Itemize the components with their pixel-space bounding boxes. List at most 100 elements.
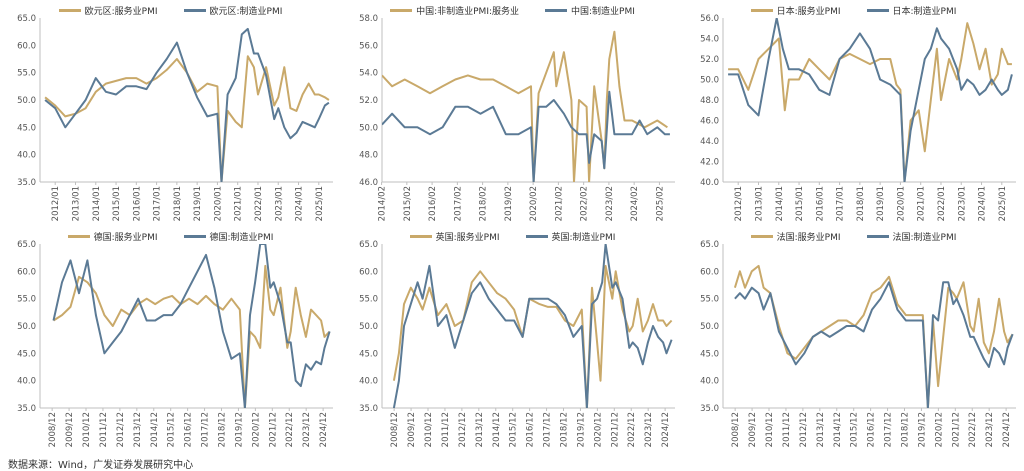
legend-swatch <box>750 8 773 12</box>
legend-item: 法国:制造业PMI <box>866 228 956 244</box>
x-tick-label: 2014/01 <box>775 186 785 221</box>
y-tick-label: 58.0 <box>359 14 378 24</box>
x-tick-label: 2022/01 <box>254 186 264 221</box>
legend-item: 日本:服务业PMI <box>750 2 841 18</box>
chart-svg: 46.0 48.0 50.0 52.0 54.0 56.0 58.0 2014/02 2015/… <box>359 14 675 221</box>
x-tick-label: 2021/12 <box>610 412 620 447</box>
x-tick-label: 2016/12 <box>184 412 194 447</box>
x-tick-label: 2012/12 <box>116 412 126 447</box>
x-tick-label: 2019/01 <box>876 186 886 221</box>
series-line <box>52 244 331 408</box>
series-line <box>44 55 330 182</box>
legend-swatch <box>183 8 206 12</box>
x-tick-label: 2016/02 <box>428 186 438 221</box>
y-tick-label: 60.0 <box>700 267 719 277</box>
x-tick-label: 2013/12 <box>475 412 485 447</box>
chart-svg: 35.0 40.0 45.0 50.0 55.0 60.0 65.0 2008/12 2009/… <box>700 240 1016 447</box>
x-tick-label: 2019/01 <box>193 186 203 221</box>
y-tick-label: 35.0 <box>359 404 378 414</box>
y-tick-label: 35.0 <box>17 178 36 188</box>
source-note: 数据来源：Wind，广发证券发展研究中心 <box>8 460 194 471</box>
x-tick-label: 2024/01 <box>295 186 305 221</box>
x-tick-label: 2012/12 <box>458 412 468 447</box>
chart-svg: 35.0 40.0 45.0 50.0 55.0 60.0 65.0 2008/12 2009/… <box>17 240 333 447</box>
legend-item: 中国:制造业PMI <box>545 2 635 18</box>
x-tick-label: 2016/12 <box>526 412 536 447</box>
x-tick-label: 2009/12 <box>65 412 75 447</box>
y-tick-label: 46.0 <box>359 178 378 188</box>
legend-item: 欧元区:制造业PMI <box>183 2 282 18</box>
x-tick-label: 2010/12 <box>765 412 775 447</box>
series-line <box>728 18 1013 182</box>
series-group <box>382 30 670 182</box>
x-tick-label: 2010/12 <box>82 412 92 447</box>
x-tick-label: 2024/12 <box>319 412 329 447</box>
x-tick-label: 2014/02 <box>378 186 388 221</box>
y-tick-label: 45.0 <box>359 349 378 359</box>
legend-label: 中国:非制造业PMI:服务业 <box>416 6 520 17</box>
x-tick-label: 2021/12 <box>951 412 961 447</box>
x-tick-label: 2014/12 <box>833 412 843 447</box>
pmi-chart-4: 德国:服务业PMI 德国:制造业PMI 35.0 40.0 45.0 50.0 55.0 60… <box>0 228 341 458</box>
legend-swatch <box>866 8 889 12</box>
series-group <box>733 264 1014 408</box>
series-line <box>734 281 1014 408</box>
x-tick-label: 2019/02 <box>504 186 514 221</box>
y-tick-label: 45.0 <box>17 123 36 133</box>
pmi-chart-3: 日本:服务业PMI 日本:制造业PMI 40.0 42.0 44.0 46.0 48.0 50… <box>683 2 1024 232</box>
legend-item: 英国:服务业PMI <box>409 228 500 244</box>
chart-legend: 法国:服务业PMI 法国:制造业PMI <box>683 228 1024 244</box>
x-tick-label: 2013/12 <box>133 412 143 447</box>
y-tick-label: 50.0 <box>359 322 378 332</box>
series-line <box>44 27 330 182</box>
x-tick-label: 2009/12 <box>748 412 758 447</box>
legend-swatch <box>67 234 90 238</box>
legend-label: 中国:制造业PMI <box>571 6 635 17</box>
legend-label: 英国:制造业PMI <box>551 232 616 243</box>
x-tick-label: 2018/01 <box>856 186 866 221</box>
x-tick-label: 2023/01 <box>274 186 284 221</box>
x-tick-label: 2014/12 <box>492 412 502 447</box>
x-tick-label: 2012/01 <box>734 186 744 221</box>
y-tick-label: 40.0 <box>700 377 719 387</box>
x-tick-label: 2023/02 <box>605 186 615 221</box>
x-tick-label: 2017/12 <box>884 412 894 447</box>
pmi-chart-6: 法国:服务业PMI 法国:制造业PMI 35.0 40.0 45.0 50.0 55.0 60… <box>683 228 1024 458</box>
x-tick-label: 2016/01 <box>132 186 142 221</box>
x-tick-label: 2010/12 <box>424 412 434 447</box>
x-tick-label: 2020/12 <box>251 412 261 447</box>
x-tick-label: 2011/12 <box>99 412 109 447</box>
legend-swatch <box>750 234 773 238</box>
series-line <box>392 244 673 408</box>
x-tick-label: 2024/12 <box>1002 412 1012 447</box>
y-tick-label: 65.0 <box>17 240 36 250</box>
series-line <box>52 264 331 408</box>
x-tick-label: 2025/01 <box>998 186 1008 221</box>
x-tick-label: 2024/12 <box>661 412 671 447</box>
pmi-chart-2: 中国:非制造业PMI:服务业 中国:制造业PMI 46.0 48.0 50.0 52.0 5… <box>342 2 683 232</box>
x-tick-label: 2008/12 <box>390 412 400 447</box>
series-group <box>44 27 330 182</box>
series-line <box>733 264 1014 408</box>
legend-swatch <box>58 8 81 12</box>
series-line <box>392 264 673 408</box>
y-tick-label: 50.0 <box>17 96 36 106</box>
x-tick-label: 2013/12 <box>816 412 826 447</box>
x-tick-label: 2011/12 <box>782 412 792 447</box>
x-tick-label: 2017/02 <box>453 186 463 221</box>
pmi-chart-5: 英国:服务业PMI 英国:制造业PMI 35.0 40.0 45.0 50.0 55.0 60… <box>342 228 683 458</box>
x-tick-label: 2015/12 <box>509 412 519 447</box>
x-tick-label: 2023/01 <box>957 186 967 221</box>
x-tick-label: 2018/01 <box>173 186 183 221</box>
x-tick-label: 2025/02 <box>655 186 665 221</box>
y-tick-label: 52.0 <box>700 55 719 65</box>
y-tick-label: 50.0 <box>17 322 36 332</box>
x-tick-label: 2022/12 <box>627 412 637 447</box>
x-tick-label: 2022/02 <box>580 186 590 221</box>
y-tick-label: 42.0 <box>700 158 719 168</box>
y-tick-label: 50.0 <box>700 322 719 332</box>
y-tick-label: 54.0 <box>700 35 719 45</box>
x-tick-label: 2020/01 <box>213 186 223 221</box>
x-tick-label: 2013/01 <box>71 186 81 221</box>
x-tick-label: 2008/12 <box>731 412 741 447</box>
